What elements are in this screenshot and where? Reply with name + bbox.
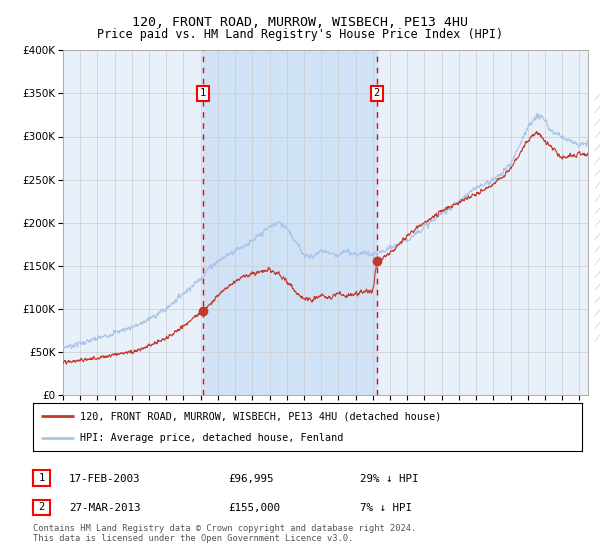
Text: 27-MAR-2013: 27-MAR-2013: [69, 503, 140, 513]
Text: 17-FEB-2003: 17-FEB-2003: [69, 474, 140, 484]
Text: 2: 2: [38, 502, 44, 512]
Text: £155,000: £155,000: [228, 503, 280, 513]
Text: Contains HM Land Registry data © Crown copyright and database right 2024.: Contains HM Land Registry data © Crown c…: [33, 524, 416, 533]
Text: 7% ↓ HPI: 7% ↓ HPI: [360, 503, 412, 513]
Text: £96,995: £96,995: [228, 474, 274, 484]
Text: HPI: Average price, detached house, Fenland: HPI: Average price, detached house, Fenl…: [80, 433, 343, 443]
Text: 1: 1: [200, 88, 206, 99]
Text: 29% ↓ HPI: 29% ↓ HPI: [360, 474, 419, 484]
Text: This data is licensed under the Open Government Licence v3.0.: This data is licensed under the Open Gov…: [33, 534, 353, 543]
Text: 120, FRONT ROAD, MURROW, WISBECH, PE13 4HU (detached house): 120, FRONT ROAD, MURROW, WISBECH, PE13 4…: [80, 411, 441, 421]
Text: Price paid vs. HM Land Registry's House Price Index (HPI): Price paid vs. HM Land Registry's House …: [97, 28, 503, 41]
Bar: [203, 50, 377, 395]
Text: 120, FRONT ROAD, MURROW, WISBECH, PE13 4HU: 120, FRONT ROAD, MURROW, WISBECH, PE13 4…: [132, 16, 468, 29]
Text: 2: 2: [374, 88, 380, 99]
Text: 1: 1: [38, 473, 44, 483]
